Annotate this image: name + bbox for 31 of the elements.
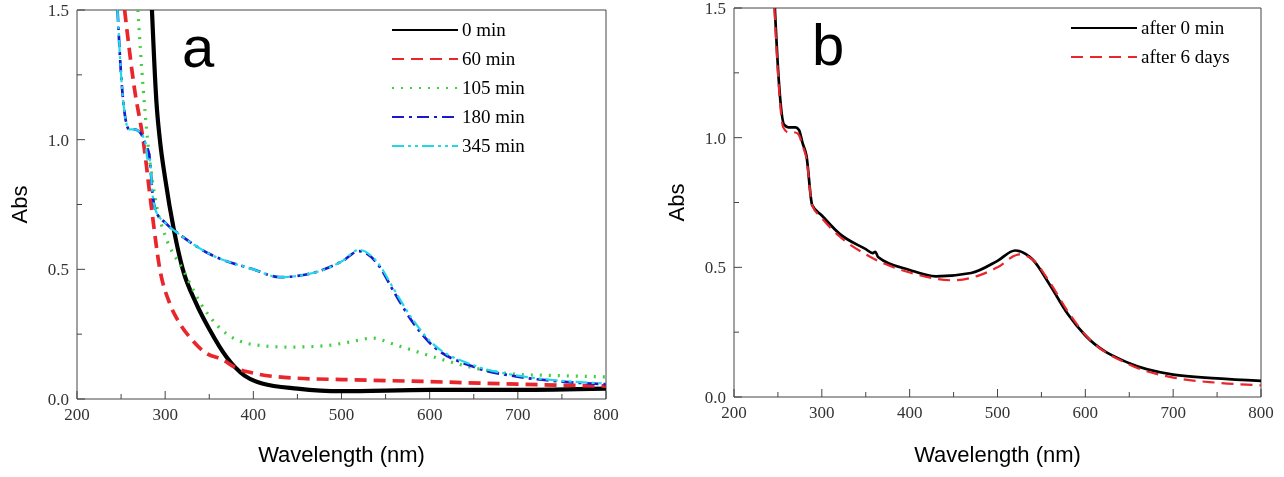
x-tick-label: 500 [328,405,355,424]
x-tick-label: 700 [1160,403,1186,422]
legend-label: 180 min [462,106,526,127]
y-tick-label: 0.5 [47,260,69,280]
x-tick-label: 300 [152,405,178,424]
annotation: b [812,12,845,77]
y-tick-label: 1.0 [47,130,69,150]
x-tick-label: 700 [505,405,531,424]
x-tick-label: 800 [1248,403,1274,422]
x-tick-label: 800 [593,405,619,424]
legend-label: after 6 days [1141,46,1230,67]
annotation: a [182,14,215,79]
y-tick-label: 0.5 [704,258,726,278]
x-tick-label: 300 [809,403,835,422]
x-tick-label: 400 [240,405,267,424]
legend-label: after 0 min [1141,17,1225,38]
x-tick-label: 400 [896,403,923,422]
legend-label: 105 min [462,77,526,98]
legend-label: 0 min [462,19,507,40]
x-tick-label: 600 [416,405,443,424]
y-tick-label: 1.5 [47,0,69,20]
legend-label: 60 min [462,48,516,69]
y-axis-title: Abs [664,183,689,222]
x-axis-title: Wavelength (nm) [914,442,1081,467]
x-tick-label: 500 [984,403,1011,422]
y-axis-title: Abs [7,185,32,224]
x-tick-label: 600 [1072,403,1099,422]
legend-label: 345 min [462,135,526,156]
y-tick-label: 1.0 [704,128,726,148]
x-axis-title: Wavelength (nm) [258,442,425,467]
y-tick-label: 1.5 [704,0,726,18]
